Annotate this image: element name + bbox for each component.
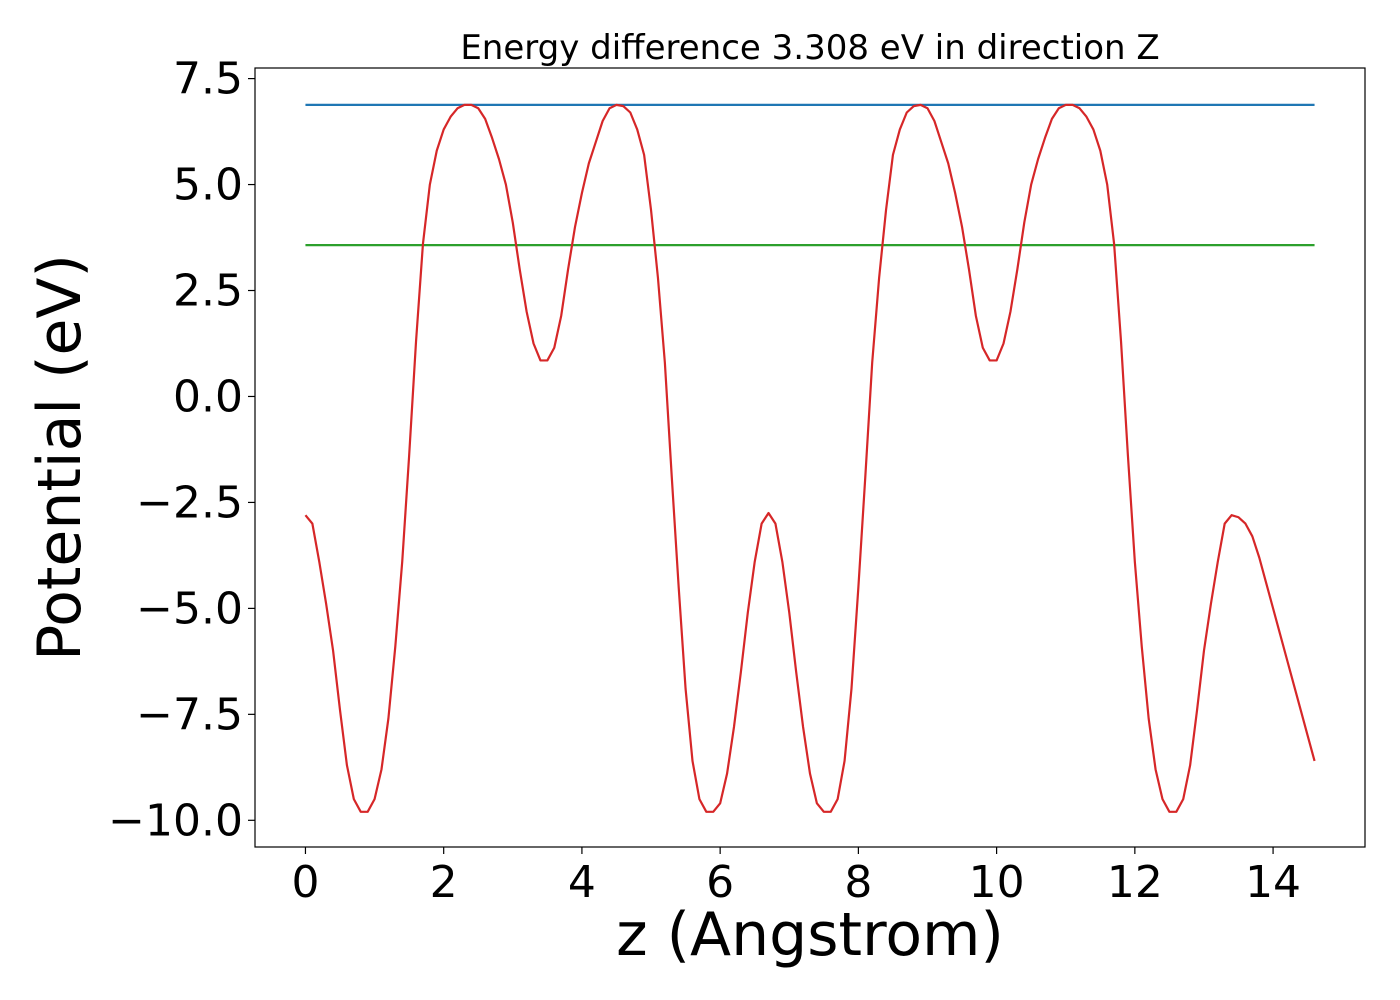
x-tick-label: 2	[430, 857, 458, 908]
series-layer	[304, 103, 1316, 813]
y-tick-label: −5.0	[136, 583, 243, 634]
x-tick-label: 6	[706, 857, 734, 908]
x-tick-label: 8	[844, 857, 872, 908]
potential-curve	[304, 103, 1316, 813]
y-tick-label: 7.5	[173, 54, 243, 105]
y-tick-label: −10.0	[108, 795, 243, 846]
plot-frame	[254, 67, 1366, 848]
x-tick-label: 12	[1107, 857, 1163, 908]
y-tick-label: −2.5	[136, 477, 243, 528]
x-tick-label: 4	[568, 857, 596, 908]
x-axis: 0 2 4 6 8 10 12 14	[291, 847, 1301, 908]
x-tick-label: 0	[291, 857, 319, 908]
chart-title: Energy difference 3.308 eV in direction …	[460, 28, 1159, 68]
x-tick-label: 14	[1245, 857, 1301, 908]
y-tick-label: 0.0	[173, 371, 243, 422]
y-tick-label: 5.0	[173, 160, 243, 211]
y-axis: 7.5 5.0 2.5 0.0 −2.5 −5.0 −7.5 −10.0	[108, 54, 255, 846]
y-tick-label: 2.5	[173, 266, 243, 317]
x-tick-label: 10	[969, 857, 1025, 908]
x-axis-label: z (Angstrom)	[616, 900, 1004, 970]
y-axis-label: Potential (eV)	[25, 254, 95, 661]
y-tick-label: −7.5	[136, 689, 243, 740]
